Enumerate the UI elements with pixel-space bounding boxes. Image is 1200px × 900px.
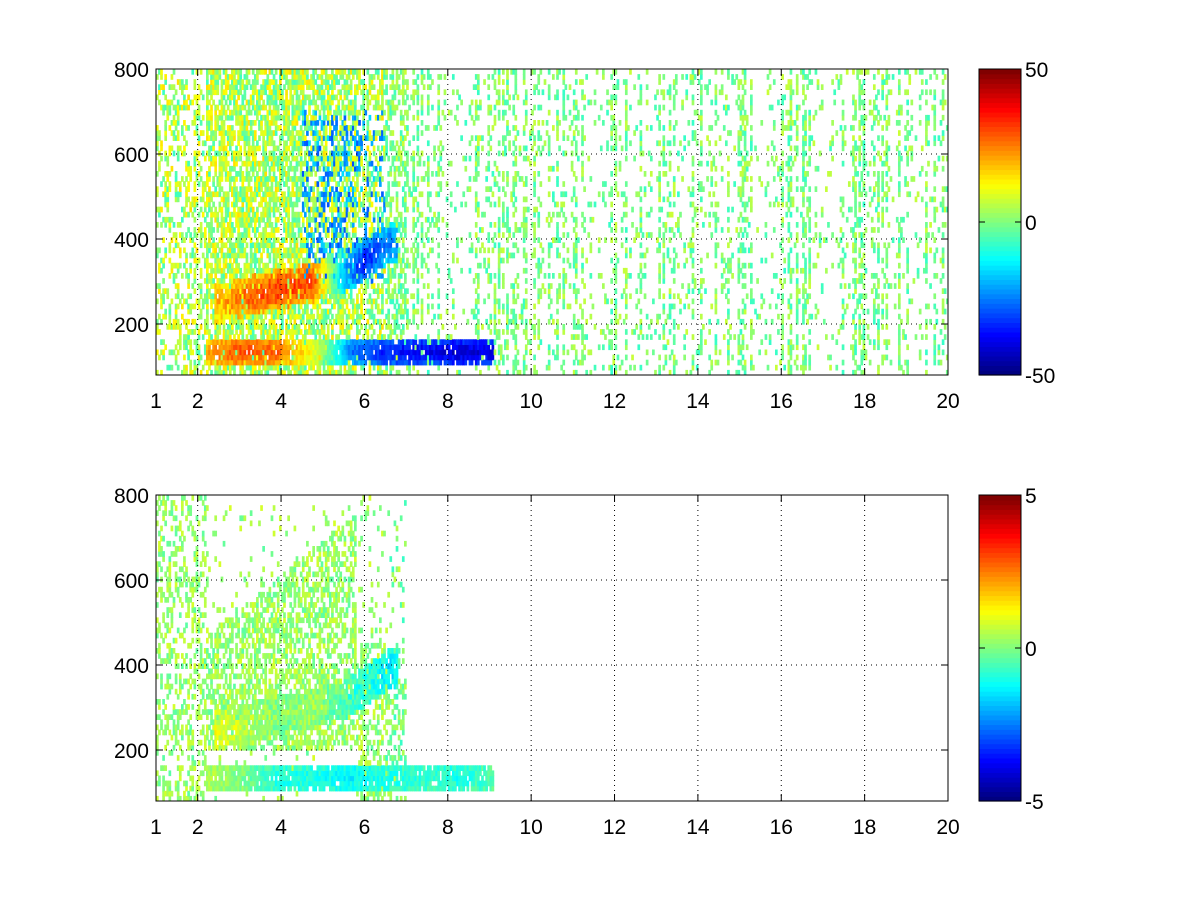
x-tick-label: 16 <box>770 390 793 413</box>
x-tick-label: 20 <box>936 816 959 839</box>
colorbar: -50 0 50 <box>978 59 1055 388</box>
x-tick-label: 18 <box>853 390 876 413</box>
colorbar-tick-label: 5 <box>1025 485 1037 508</box>
x-tick-label: 2 <box>192 390 204 413</box>
x-tick-label: 1 <box>150 390 162 413</box>
x-tick-label: 12 <box>603 390 626 413</box>
x-tick-label: 4 <box>275 816 287 839</box>
x-tick-label: 6 <box>359 390 371 413</box>
x-tick-label: 20 <box>936 390 959 413</box>
axes-frame <box>155 494 949 802</box>
heatmap-cells <box>156 69 948 375</box>
y-tick-label: 800 <box>114 485 149 508</box>
colorbar-tick-label: 50 <box>1025 59 1048 82</box>
x-tick-label: 10 <box>519 816 542 839</box>
x-tick-label: 16 <box>770 816 793 839</box>
x-tick-label: 4 <box>275 390 287 413</box>
grid-lines <box>156 495 948 801</box>
x-tick-label: 14 <box>686 816 710 839</box>
colorbar: -5 0 5 <box>978 485 1044 814</box>
colorbar-tick-label: -50 <box>1025 365 1055 388</box>
x-tick-label: 6 <box>359 816 371 839</box>
colorbar-tick-label: 0 <box>1025 212 1037 235</box>
y-tick-label: 600 <box>114 144 149 167</box>
y-tick-label: 600 <box>114 570 149 593</box>
y-tick-label: 200 <box>114 740 149 763</box>
heatmap-cells <box>156 495 495 801</box>
x-tick-label: 1 <box>150 816 162 839</box>
colorbar-tick-label: -5 <box>1025 791 1044 814</box>
x-tick-label: 18 <box>853 816 876 839</box>
x-tick-label: 2 <box>192 816 204 839</box>
y-tick-label: 400 <box>114 655 149 678</box>
x-tick-label: 8 <box>442 816 454 839</box>
y-tick-label: 200 <box>114 314 149 337</box>
x-tick-label: 12 <box>603 816 626 839</box>
colorbar-tick-label: 0 <box>1025 638 1037 661</box>
y-tick-label: 800 <box>114 59 149 82</box>
x-tick-label: 10 <box>519 390 542 413</box>
x-tick-label: 8 <box>442 390 454 413</box>
axes-frame <box>155 68 949 376</box>
x-tick-label: 14 <box>686 390 710 413</box>
grid-lines <box>156 69 948 375</box>
y-tick-label: 400 <box>114 229 149 252</box>
